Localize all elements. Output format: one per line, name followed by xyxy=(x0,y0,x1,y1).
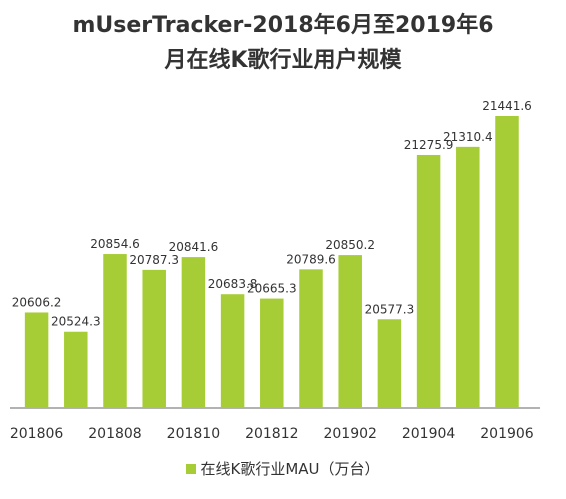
data-label-201811: 20683.8 xyxy=(208,277,258,291)
x-tick-label-201808: 201808 xyxy=(88,426,141,442)
chart-title-line2: 月在线K歌行业用户规模 xyxy=(164,48,402,73)
data-label-201810: 20841.6 xyxy=(169,240,219,254)
x-tick-label-201806: 201806 xyxy=(10,426,64,442)
x-tick-label-201812: 201812 xyxy=(245,426,298,442)
bar-201906 xyxy=(495,116,519,408)
bar-201902 xyxy=(338,255,362,408)
legend-label: 在线K歌行业MAU（万台） xyxy=(200,460,380,478)
chart-title: mUserTracker-2018年6月至2019年6 月在线K歌行业用户规模 xyxy=(0,8,566,78)
data-label-201905: 21310.4 xyxy=(443,130,493,144)
x-tick-label-201902: 201902 xyxy=(323,426,376,442)
x-tick-label-201906: 201906 xyxy=(480,426,534,442)
data-label-201904: 21275.9 xyxy=(404,138,454,152)
legend: 在线K歌行业MAU（万台） xyxy=(0,458,566,479)
data-label-201903: 20577.3 xyxy=(365,302,415,316)
bar-201807 xyxy=(64,331,88,408)
data-label-201809: 20787.3 xyxy=(129,253,179,267)
data-label-201902: 20850.2 xyxy=(325,238,375,252)
bar-201812 xyxy=(260,298,284,408)
bar-201904 xyxy=(416,154,441,408)
data-label-201807: 20524.3 xyxy=(51,315,101,329)
legend-swatch xyxy=(186,464,197,474)
bar-201905 xyxy=(456,146,480,409)
bar-201901 xyxy=(299,269,323,408)
data-label-201901: 20789.6 xyxy=(286,252,336,266)
data-label-201808: 20854.6 xyxy=(90,237,140,251)
x-tick-label-201904: 201904 xyxy=(402,426,456,442)
bar-201811 xyxy=(220,294,245,408)
x-tick-label-201810: 201810 xyxy=(167,426,220,442)
bar-201806 xyxy=(24,312,49,408)
bar-201808 xyxy=(103,254,127,408)
data-label-201812: 20665.3 xyxy=(247,282,297,296)
bar-201903 xyxy=(377,319,402,408)
data-label-201906: 21441.6 xyxy=(482,99,532,113)
bar-201810 xyxy=(181,257,206,408)
data-label-201806: 20606.2 xyxy=(12,295,62,309)
chart-title-line1: mUserTracker-2018年6月至2019年6 xyxy=(72,13,494,38)
bar-201809 xyxy=(142,269,166,408)
